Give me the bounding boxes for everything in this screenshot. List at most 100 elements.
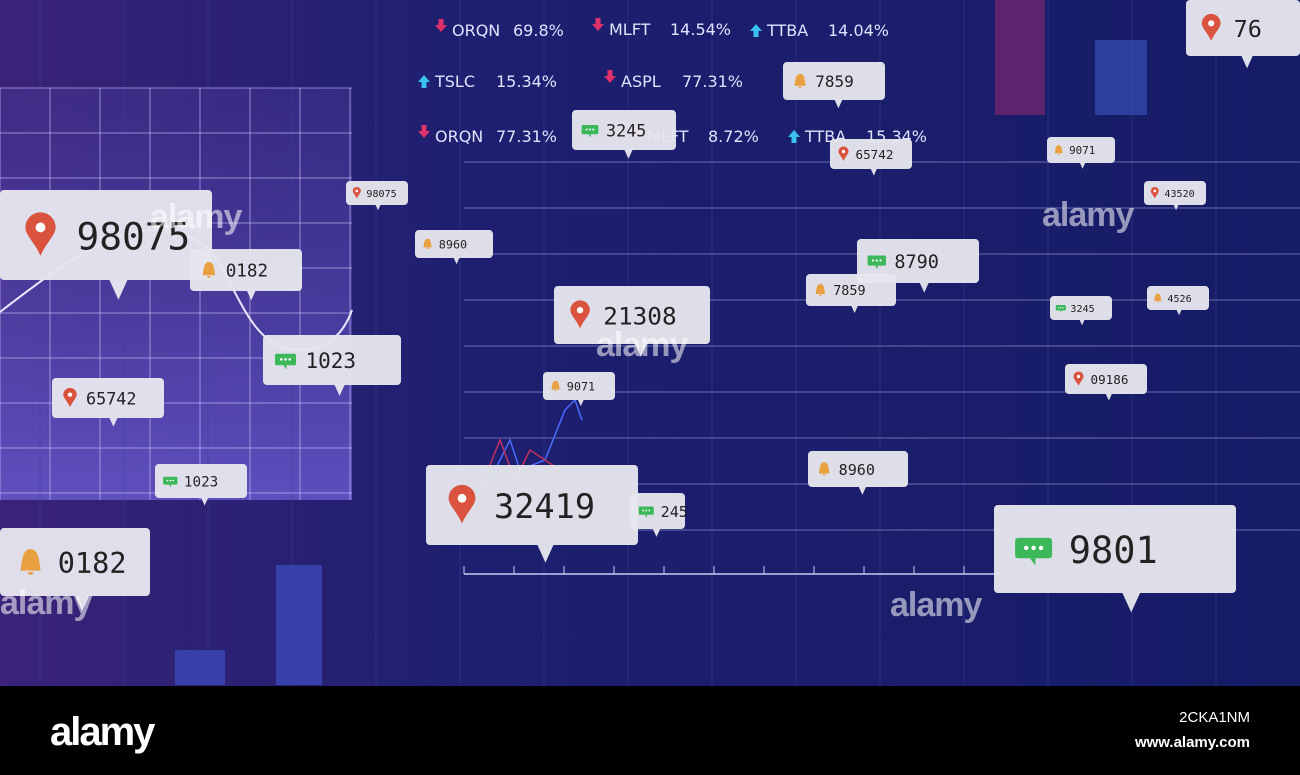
bar-deco xyxy=(276,565,322,685)
chat-tail xyxy=(1059,310,1062,313)
notification: 1023 xyxy=(155,464,247,506)
footer-brand: alamy xyxy=(50,710,156,754)
notification: 4526 xyxy=(1146,286,1209,316)
notification: 3245 xyxy=(1049,296,1112,326)
image-url: www.alamy.com xyxy=(1134,734,1250,751)
chat-tail xyxy=(168,484,172,488)
bar-deco xyxy=(1095,40,1147,115)
ticker-value: 69.8% xyxy=(513,21,564,40)
pin-dot xyxy=(576,306,584,314)
bubble xyxy=(808,451,908,495)
ticker-arrow xyxy=(592,18,604,31)
chat-tail xyxy=(874,265,878,270)
notification-number: 0182 xyxy=(226,262,268,282)
notification-number: 9801 xyxy=(1069,529,1158,572)
bubble xyxy=(346,181,408,211)
notification-number: 8790 xyxy=(894,252,938,273)
notification-number: 8960 xyxy=(439,237,467,251)
notification: 9071 xyxy=(543,372,615,407)
bell-icon xyxy=(202,262,216,278)
notification: 21308 xyxy=(554,286,710,357)
bubble xyxy=(783,62,885,109)
pin-dot xyxy=(67,392,73,397)
watermark: alamy xyxy=(596,326,688,364)
bar-deco xyxy=(175,650,225,685)
ticker-value: 15.34% xyxy=(496,72,557,91)
notification-number: 1023 xyxy=(184,474,218,490)
notification: 245 xyxy=(630,493,688,537)
notification-number: 76 xyxy=(1234,15,1262,43)
ticker-value: 14.04% xyxy=(828,21,889,40)
notification-number: 98075 xyxy=(77,214,191,258)
pin-dot xyxy=(1076,374,1081,379)
chat-tail xyxy=(1029,558,1036,566)
notification-number: 98075 xyxy=(366,189,396,200)
chat-dot xyxy=(642,509,645,512)
pin-dot xyxy=(355,189,359,193)
bubble xyxy=(0,528,150,611)
notification: 9071 xyxy=(1047,137,1115,169)
ticker-arrow xyxy=(418,75,430,88)
pin-icon xyxy=(352,186,361,199)
pin-dot xyxy=(35,222,46,233)
chat-dot xyxy=(592,128,595,131)
bubble xyxy=(805,274,896,314)
ticker: ASPL 77.31% xyxy=(604,70,743,91)
ticker: MLFT 14.54% xyxy=(592,18,731,39)
notification: 98075 xyxy=(0,190,212,300)
notification-number: 65742 xyxy=(86,388,137,408)
bubble xyxy=(1047,137,1115,169)
notification: 76 xyxy=(1186,0,1300,69)
chat-dot xyxy=(169,479,172,482)
bubble xyxy=(993,505,1236,613)
footer-bar xyxy=(0,686,1300,775)
notification-number: 7859 xyxy=(833,284,865,299)
chat-dot xyxy=(166,479,169,482)
notification-number: 1023 xyxy=(306,349,357,373)
bell-icon xyxy=(20,549,41,575)
notification: 1023 xyxy=(263,335,401,396)
notification-number: 3245 xyxy=(1070,304,1094,315)
notification-number: 09186 xyxy=(1091,372,1129,387)
notification-number: 7859 xyxy=(815,72,853,91)
notification-number: 9071 xyxy=(1069,144,1095,157)
notification: 7859 xyxy=(783,62,885,109)
notification: 09186 xyxy=(1065,364,1147,401)
ticker-symbol: ORQN xyxy=(452,21,500,40)
notification: 3245 xyxy=(572,110,676,159)
bubble xyxy=(572,110,676,159)
ticker-symbol: ASPL xyxy=(621,72,661,91)
bubble xyxy=(543,372,615,407)
watermark: alamy xyxy=(1042,196,1134,234)
bell-icon xyxy=(551,380,560,392)
chat-dot xyxy=(1023,545,1029,551)
notification-number: 8960 xyxy=(839,461,875,479)
bell-icon xyxy=(815,283,826,297)
pin-icon xyxy=(570,300,590,329)
chat-tail xyxy=(644,514,647,518)
bubble xyxy=(190,249,302,301)
notification: 8960 xyxy=(415,230,493,265)
notification: 8960 xyxy=(808,451,908,495)
watermark: alamy xyxy=(890,586,982,624)
chat-dot xyxy=(871,259,875,262)
ticker-arrow xyxy=(750,24,762,37)
chat-dot xyxy=(1038,545,1044,551)
chat-dot xyxy=(875,259,878,262)
notification-number: 21308 xyxy=(603,301,676,330)
chart-panel xyxy=(0,88,352,500)
bubble xyxy=(1065,364,1147,401)
notification-number: 65742 xyxy=(856,147,894,162)
ticker-symbol: TSLC xyxy=(434,72,475,91)
chat-dot xyxy=(645,509,648,512)
chat-dot xyxy=(1058,307,1060,309)
bubble xyxy=(630,493,685,537)
notification: 98075 xyxy=(346,181,408,211)
ticker-symbol: MLFT xyxy=(609,20,651,39)
ticker-arrow xyxy=(788,130,800,143)
ticker: ORQN 69.8% xyxy=(435,19,564,40)
bubble xyxy=(1049,296,1112,326)
notification: 32419 xyxy=(426,465,638,563)
ticker-arrow xyxy=(604,70,616,83)
